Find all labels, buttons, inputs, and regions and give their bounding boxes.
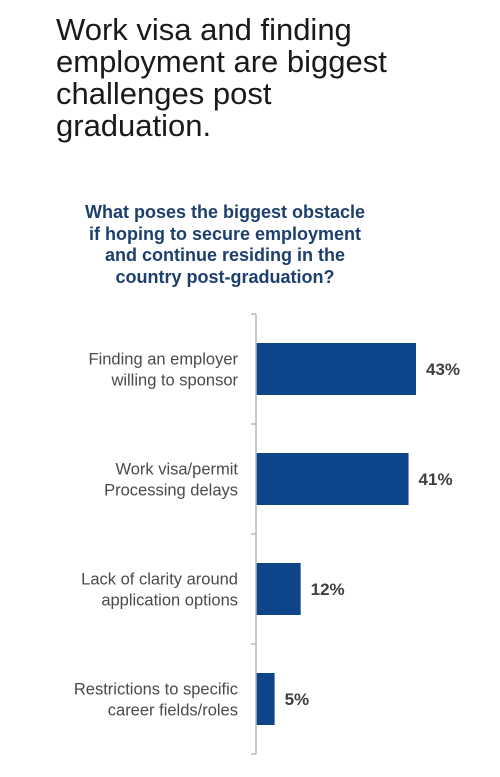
category-label: Work visa/permit	[115, 461, 238, 479]
data-label: 12%	[311, 580, 345, 599]
data-label: 43%	[426, 360, 460, 379]
category-label: Lack of clarity around	[81, 571, 238, 589]
bar	[256, 563, 301, 615]
headline-line: challenges post	[56, 76, 272, 111]
headline-line: Work visa and finding	[56, 12, 352, 47]
chart-title-line: if hoping to secure employment	[88, 223, 362, 244]
category-label: application options	[101, 592, 238, 610]
chart-title-line: What poses the biggest obstacle	[84, 202, 366, 222]
category-label: Finding an employer	[89, 351, 239, 369]
data-label: 41%	[419, 470, 453, 489]
category-label: willing to sponsor	[110, 372, 238, 390]
category-label: Restrictions to specific	[74, 681, 238, 699]
data-label: 5%	[285, 690, 310, 709]
bar	[256, 343, 416, 395]
category-label: Processing delays	[104, 482, 238, 500]
category-label: career fields/roles	[108, 702, 238, 720]
bar	[256, 453, 409, 505]
chart-title-line: country post-graduation?	[115, 266, 335, 287]
bar-chart: 43% Finding an employer willing to sponsor…	[74, 313, 460, 755]
headline-line: employment are biggest	[56, 44, 387, 79]
chart-title: What poses the biggest obstacle if hopin…	[30, 202, 420, 288]
bar	[256, 673, 275, 725]
headline-line: graduation.	[56, 108, 212, 143]
headline: Work visa and finding employment are big…	[56, 14, 476, 142]
chart-title-line: and continue residing in the	[104, 245, 345, 265]
